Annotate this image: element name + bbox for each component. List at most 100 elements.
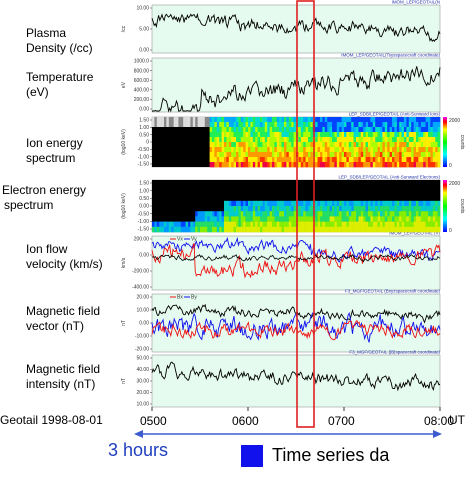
- ion-spec-cell: [238, 147, 242, 153]
- ion-spec-cell: [416, 147, 419, 153]
- elec-spec-cell: [358, 185, 362, 191]
- elec-spec-cell: [231, 185, 234, 191]
- elec-spec-cell: [284, 226, 287, 233]
- ion-spec-cell: [358, 137, 362, 143]
- elec-spec-cell: [404, 195, 407, 202]
- ion-spec-cell: [228, 147, 232, 153]
- ion-spec-cell: [308, 132, 311, 138]
- ion-spec-cell: [324, 147, 328, 153]
- ion-spec-cell: [344, 137, 347, 143]
- ion-spec-cell: [276, 157, 280, 163]
- ion-spec-cell: [310, 122, 314, 128]
- elec-spec-cell: [281, 216, 285, 222]
- ion-spec-cell: [248, 122, 251, 128]
- ion-spec-cell: [365, 147, 369, 153]
- elec-spec-cell: [401, 200, 405, 207]
- ion-spec-cell: [346, 152, 350, 158]
- elec-spec-cell: [173, 206, 177, 212]
- elec-spec-cell: [293, 200, 297, 207]
- elec-spec-cell: [310, 221, 314, 228]
- ion-spec-cell: [437, 127, 441, 133]
- elec-spec-cell: [190, 216, 194, 222]
- elec-spec-cell: [255, 206, 258, 212]
- ion-spec-cell: [267, 127, 270, 133]
- elec-spec-cell: [308, 216, 311, 222]
- ion-spec-cell: [221, 127, 225, 133]
- ion-spec-cell: [399, 142, 402, 148]
- ion-spec-cell: [152, 127, 155, 167]
- elec-spec-cell: [348, 180, 352, 186]
- ion-spec-cell: [250, 142, 254, 148]
- ion-spec-cell: [322, 127, 326, 133]
- ion-spec-cell: [224, 147, 227, 153]
- elec-spec-cell: [190, 211, 194, 217]
- elec-spec-cell: [176, 190, 179, 196]
- legend-label: Vx: [177, 237, 183, 243]
- elec-spec-cell: [238, 221, 242, 228]
- elec-spec-cell: [216, 180, 220, 186]
- ion-spec-cell: [408, 137, 412, 143]
- ion-spec-cell: [168, 127, 172, 167]
- ion-spec-cell: [418, 142, 422, 148]
- ion-spec-cell: [183, 127, 186, 167]
- elec-spec-cell: [411, 226, 414, 233]
- ion-spec-cell: [394, 127, 398, 133]
- ion-spec-cell: [245, 132, 249, 138]
- elec-spec-cell: [356, 180, 359, 186]
- elec-spec-cell: [252, 221, 256, 228]
- elec-spec-cell: [207, 190, 210, 196]
- legend-swatch: [241, 445, 263, 467]
- elec-spec-cell: [315, 190, 318, 196]
- elec-spec-cell: [192, 226, 196, 233]
- elec-spec-cell: [250, 211, 254, 217]
- ion-spec-cell: [327, 127, 330, 133]
- ion-spec-cell: [243, 152, 246, 158]
- elec-spec-cell: [224, 180, 227, 186]
- ion-spec-cell: [418, 122, 422, 128]
- elec-spec-cell: [260, 195, 263, 202]
- ion-spec-cell: [226, 132, 230, 138]
- elec-spec-cell: [389, 185, 393, 191]
- elec-spec-cell: [154, 185, 158, 191]
- ion-spec-cell: [368, 117, 371, 123]
- elec-spec-cell: [161, 185, 165, 191]
- elec-spec-cell: [368, 221, 371, 228]
- ytick-label-mag_int: 30.00: [136, 379, 149, 385]
- ion-spec-cell: [262, 132, 266, 138]
- elec-spec-cell: [267, 190, 270, 196]
- elec-spec-cell: [243, 195, 246, 202]
- elec-spec-cell: [168, 190, 172, 196]
- ion-spec-cell: [315, 117, 318, 123]
- elec-spec-cell: [219, 195, 222, 202]
- elec-spec-cell: [348, 211, 352, 217]
- elec-spec-cell: [404, 226, 407, 233]
- ion-spec-cell: [399, 147, 402, 153]
- ion-spec-cell: [264, 122, 268, 128]
- ion-spec-cell: [368, 132, 371, 138]
- elec-spec-cell: [348, 216, 352, 222]
- elec-spec-cell: [384, 195, 388, 202]
- elec-spec-cell: [219, 206, 222, 212]
- elec-spec-cell: [327, 190, 330, 196]
- elec-spec-cell: [365, 195, 369, 202]
- elec-spec-cell: [293, 206, 297, 212]
- elec-spec-cell: [396, 226, 400, 233]
- ion-spec-cell: [392, 117, 395, 123]
- ion-spec-cell: [392, 152, 395, 158]
- ion-spec-cell: [404, 127, 407, 133]
- ion-spec-cell: [248, 157, 251, 163]
- ion-spec-cell: [221, 162, 225, 168]
- elec-spec-cell: [334, 180, 338, 186]
- elec-spec-cell: [411, 211, 414, 217]
- ion-spec-cell: [255, 147, 258, 153]
- ion-spec-cell: [317, 142, 321, 148]
- ion-spec-cell: [262, 137, 266, 143]
- ion-spec-cell: [406, 132, 410, 138]
- ion-spec-cell: [372, 122, 376, 128]
- ion-spec-cell: [291, 147, 294, 153]
- ion-spec-cell: [236, 147, 239, 153]
- ion-spec-cell: [406, 117, 410, 123]
- elec-spec-cell: [298, 221, 302, 228]
- ion-spec-cell: [269, 147, 273, 153]
- ion-spec-cell: [396, 152, 400, 158]
